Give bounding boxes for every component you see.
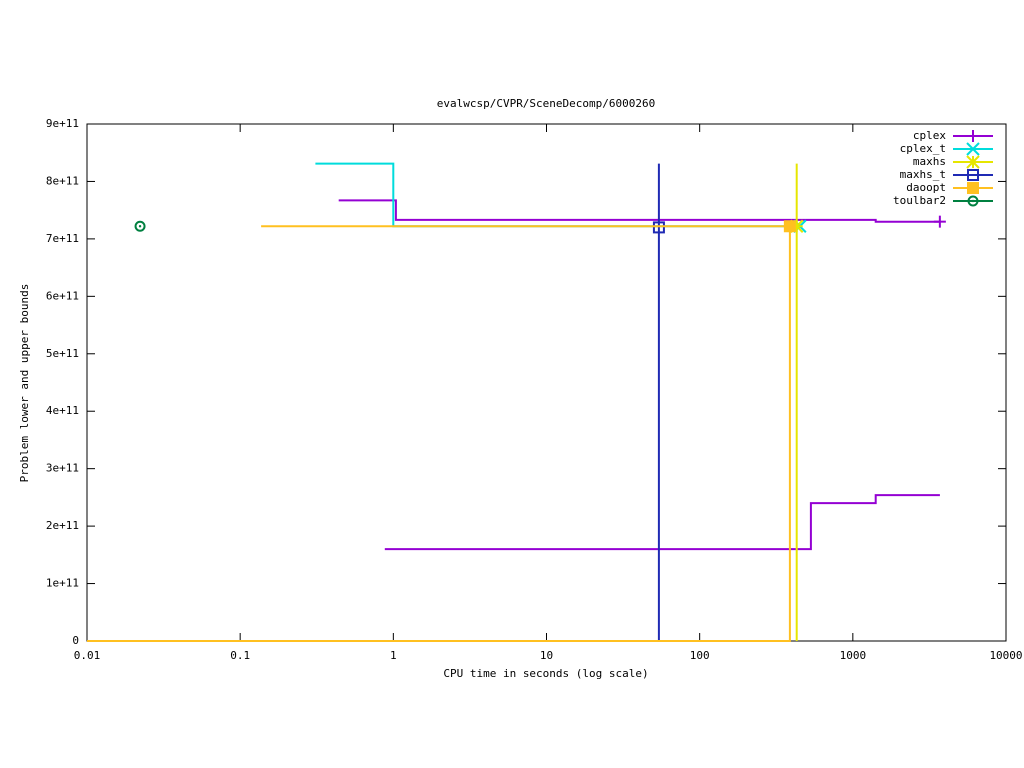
marker-shape	[971, 199, 975, 203]
marker	[652, 221, 665, 234]
marker	[134, 220, 146, 232]
legend-marker	[966, 142, 980, 156]
marker-shape	[652, 221, 665, 234]
x-tick-label: 10000	[989, 649, 1022, 662]
legend-label: daoopt	[906, 181, 946, 194]
x-tick-label: 1000	[840, 649, 867, 662]
x-tick-label: 1	[390, 649, 397, 662]
y-tick-label: 2e+11	[46, 519, 79, 532]
legend-marker	[966, 155, 980, 169]
marker-shape	[138, 225, 142, 228]
chart-title: evalwcsp/CVPR/SceneDecomp/6000260	[437, 97, 656, 110]
y-tick-label: 5e+11	[46, 347, 79, 360]
marker-shape	[967, 182, 979, 194]
y-tick-label: 4e+11	[46, 404, 79, 417]
x-tick-label: 0.01	[74, 649, 101, 662]
x-tick-label: 100	[690, 649, 710, 662]
legend-label: cplex	[913, 129, 946, 142]
legend-marker	[967, 195, 979, 207]
marker	[783, 220, 796, 233]
y-tick-label: 8e+11	[46, 174, 79, 187]
y-tick-label: 9e+11	[46, 117, 79, 130]
y-tick-label: 3e+11	[46, 462, 79, 475]
marker-stroke	[966, 142, 980, 156]
series-line	[338, 199, 940, 551]
legend-marker	[967, 169, 979, 181]
legend-label: cplex_t	[900, 142, 946, 155]
marker-shape	[967, 195, 979, 207]
marker-stroke	[966, 155, 980, 169]
series-line	[87, 225, 791, 642]
x-axis-label: CPU time in seconds (log scale)	[443, 667, 648, 680]
y-tick-label: 1e+11	[46, 577, 79, 590]
plot-border	[86, 123, 1007, 642]
marker	[933, 215, 946, 228]
marker-shape	[967, 169, 979, 181]
series-line	[315, 162, 800, 228]
legend-label: maxhs_t	[900, 168, 946, 181]
x-tick-label: 0.1	[230, 649, 250, 662]
legend-label: maxhs	[913, 155, 946, 168]
y-axis-label: Problem lower and upper bounds	[18, 284, 31, 483]
x-tick-label: 10	[540, 649, 553, 662]
marker-shape	[134, 220, 146, 232]
legend-marker	[967, 182, 979, 194]
marker-shape	[783, 220, 796, 233]
legend-label: toulbar2	[893, 194, 946, 207]
legend-marker	[967, 130, 979, 142]
y-tick-label: 7e+11	[46, 232, 79, 245]
y-tick-label: 0	[72, 634, 79, 647]
y-tick-label: 6e+11	[46, 289, 79, 302]
